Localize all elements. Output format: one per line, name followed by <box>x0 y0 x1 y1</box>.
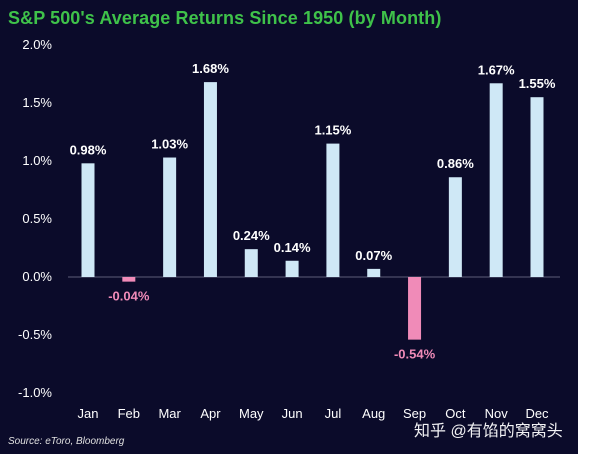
y-tick-label: -1.0% <box>18 385 52 400</box>
x-tick-label: Feb <box>118 406 140 421</box>
y-tick-label: -0.5% <box>18 327 52 342</box>
data-label: -0.54% <box>394 347 436 362</box>
x-tick-label: Mar <box>158 406 181 421</box>
x-tick-label: Jul <box>325 406 342 421</box>
x-tick-label: Dec <box>525 406 549 421</box>
data-label: 1.15% <box>314 123 351 138</box>
x-tick-label: Aug <box>362 406 385 421</box>
bar <box>203 82 217 278</box>
data-label: 0.07% <box>355 248 392 263</box>
bar <box>489 83 503 277</box>
bar <box>81 163 95 277</box>
bar <box>244 249 258 277</box>
bar <box>408 277 422 340</box>
chart-panel: S&P 500's Average Returns Since 1950 (by… <box>0 0 578 454</box>
y-tick-label: 2.0% <box>22 37 52 52</box>
y-tick-label: 0.0% <box>22 269 52 284</box>
bar <box>530 97 544 277</box>
source-note: Source: eToro, Bloomberg <box>8 436 125 447</box>
bar <box>122 277 136 282</box>
bar <box>367 268 381 277</box>
data-label: 1.55% <box>519 76 556 91</box>
x-tick-label: May <box>239 406 264 421</box>
data-label: -0.04% <box>108 289 150 304</box>
x-tick-label: Jan <box>78 406 99 421</box>
bar <box>326 143 340 277</box>
y-tick-label: 1.0% <box>22 153 52 168</box>
x-tick-label: Sep <box>403 406 426 421</box>
watermark: 知乎 @有馅的窝窝头 <box>414 423 563 440</box>
bar <box>285 260 299 277</box>
data-label: 1.68% <box>192 61 229 76</box>
data-label: 0.24% <box>233 228 270 243</box>
data-label: 0.86% <box>437 156 474 171</box>
x-tick-label: Oct <box>445 406 466 421</box>
data-label: 1.67% <box>478 62 515 77</box>
x-tick-label: Nov <box>485 406 509 421</box>
x-tick-label: Jun <box>282 406 303 421</box>
y-tick-label: 0.5% <box>22 211 52 226</box>
y-tick-label: 1.5% <box>22 95 52 110</box>
bar-chart: 2.0% 1.5% 1.0% 0.5% 0.0% -0.5% -1.0% 0.98% Jan -0… <box>18 37 560 421</box>
data-label: 0.14% <box>274 240 311 255</box>
bar <box>163 157 177 277</box>
chart-title: S&P 500's Average Returns Since 1950 (by… <box>8 8 442 28</box>
x-tick-label: Apr <box>200 406 221 421</box>
data-label: 1.03% <box>151 137 188 152</box>
bar <box>448 177 462 277</box>
data-label: 0.98% <box>70 142 107 157</box>
